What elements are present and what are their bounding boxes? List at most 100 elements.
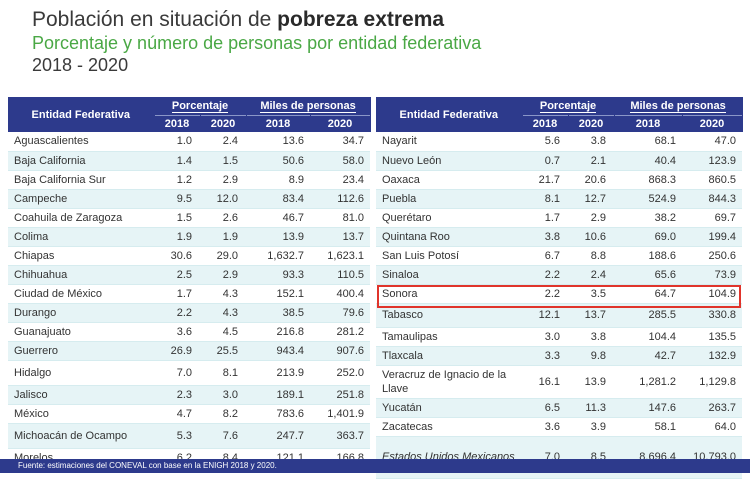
- cell-entity: Sonora: [376, 284, 522, 304]
- cell-miles-2020: 47.0: [682, 132, 742, 152]
- cell-miles-2020: 363.7: [310, 423, 370, 449]
- cell-entity: Nayarit: [376, 132, 522, 152]
- table-row: Chiapas 30.6 29.0 1,632.7 1,623.1: [8, 246, 370, 266]
- cell-miles-2020: 281.2: [310, 322, 370, 342]
- cell-miles-2020: 199.4: [682, 227, 742, 247]
- cell-miles-2018: 46.7: [246, 208, 310, 228]
- cell-pct-2018: 2.2: [154, 303, 200, 323]
- cell-miles-2020: 907.6: [310, 341, 370, 361]
- cell-miles-2020: 252.0: [310, 360, 370, 386]
- cell-miles-2018: 285.5: [614, 303, 682, 328]
- header-2020: 2020: [568, 115, 615, 132]
- cell-pct-2018: 5.6: [522, 132, 568, 152]
- cell-entity: Yucatán: [376, 398, 522, 418]
- cell-miles-2020: 104.9: [682, 284, 742, 304]
- header-entity: Entidad Federativa: [8, 97, 155, 132]
- cell-pct-2020: 1.5: [200, 151, 246, 171]
- cell-pct-2018: 1.7: [522, 208, 568, 228]
- table-row: Quintana Roo 3.8 10.6 69.0 199.4: [376, 227, 742, 247]
- header-2018: 2018: [614, 115, 683, 132]
- cell-miles-2018: 50.6: [246, 151, 310, 171]
- cell-pct-2018: 3.8: [522, 227, 568, 247]
- cell-miles-2018: 65.6: [614, 265, 682, 285]
- cell-pct-2018: 6.7: [522, 246, 568, 266]
- cell-miles-2018: 943.4: [246, 341, 310, 361]
- cell-entity: Hidalgo: [8, 360, 154, 386]
- cell-miles-2018: 38.2: [614, 208, 682, 228]
- cell-miles-2020: 112.6: [310, 189, 370, 209]
- cell-entity: Chihuahua: [8, 265, 154, 285]
- cell-miles-2020: 13.7: [310, 227, 370, 247]
- header-2018: 2018: [154, 115, 201, 132]
- cell-pct-2018: 2.2: [522, 265, 568, 285]
- cell-miles-2018: 216.8: [246, 322, 310, 342]
- cell-pct-2020: 13.9: [568, 365, 614, 399]
- cell-pct-2020: 12.7: [568, 189, 614, 209]
- cell-pct-2018: 0.7: [522, 151, 568, 171]
- cell-miles-2020: 1,129.8: [682, 365, 742, 399]
- table-row: Oaxaca 21.7 20.6 868.3 860.5: [376, 170, 742, 190]
- cell-pct-2020: 2.9: [200, 170, 246, 190]
- cell-miles-2018: 42.7: [614, 346, 682, 366]
- cell-pct-2020: 9.8: [568, 346, 614, 366]
- header-2020: 2020: [200, 115, 247, 132]
- cell-entity: Guanajuato: [8, 322, 154, 342]
- cell-entity: San Luis Potosí: [376, 246, 522, 266]
- cell-pct-2018: 1.0: [154, 132, 200, 152]
- cell-pct-2018: 7.0: [154, 360, 200, 386]
- header-miles: Miles de personas: [614, 97, 743, 116]
- cell-entity: Jalisco: [8, 385, 154, 405]
- cell-entity: Tabasco: [376, 303, 522, 328]
- cell-miles-2020: 64.0: [682, 417, 742, 437]
- cell-miles-2020: 132.9: [682, 346, 742, 366]
- table-row: Guanajuato 3.6 4.5 216.8 281.2: [8, 322, 370, 342]
- cell-pct-2020: 1.9: [200, 227, 246, 247]
- cell-pct-2020: 3.9: [568, 417, 614, 437]
- cell-miles-2018: 189.1: [246, 385, 310, 405]
- cell-pct-2020: 3.8: [568, 132, 614, 152]
- cell-pct-2018: 3.3: [522, 346, 568, 366]
- cell-pct-2018: 26.9: [154, 341, 200, 361]
- cell-pct-2020: 7.6: [200, 423, 246, 449]
- cell-entity: Coahuila de Zaragoza: [8, 208, 154, 228]
- cell-pct-2018: 1.9: [154, 227, 200, 247]
- cell-pct-2018: 8.1: [522, 189, 568, 209]
- cell-entity: Puebla: [376, 189, 522, 209]
- cell-entity: México: [8, 404, 154, 424]
- cell-miles-2020: 860.5: [682, 170, 742, 190]
- cell-pct-2020: 25.5: [200, 341, 246, 361]
- table-row: Sinaloa 2.2 2.4 65.6 73.9: [376, 265, 742, 285]
- table-row: Veracruz de Ignacio de la Llave 16.1 13.9 1…: [376, 365, 742, 399]
- page-subtitle: Porcentaje y número de personas por enti…: [32, 33, 482, 53]
- cell-miles-2018: 13.9: [246, 227, 310, 247]
- cell-entity: Colima: [8, 227, 154, 247]
- cell-pct-2020: 12.0: [200, 189, 246, 209]
- cell-miles-2018: 64.7: [614, 284, 682, 304]
- cell-miles-2020: 58.0: [310, 151, 370, 171]
- cell-miles-2018: 524.9: [614, 189, 682, 209]
- cell-pct-2020: 2.4: [568, 265, 614, 285]
- cell-pct-2018: 1.4: [154, 151, 200, 171]
- cell-pct-2018: 30.6: [154, 246, 200, 266]
- cell-miles-2020: 1,623.1: [310, 246, 370, 266]
- header-2018: 2018: [246, 115, 311, 132]
- cell-miles-2018: 152.1: [246, 284, 310, 304]
- cell-miles-2020: 110.5: [310, 265, 370, 285]
- table-row: Guerrero 26.9 25.5 943.4 907.6: [8, 341, 370, 361]
- cell-pct-2020: 3.0: [200, 385, 246, 405]
- table-row: Hidalgo 7.0 8.1 213.9 252.0: [8, 360, 370, 386]
- cell-pct-2018: 3.0: [522, 327, 568, 347]
- cell-entity: Chiapas: [8, 246, 154, 266]
- cell-pct-2018: 5.3: [154, 423, 200, 449]
- cell-miles-2020: 1,401.9: [310, 404, 370, 424]
- table-row: Puebla 8.1 12.7 524.9 844.3: [376, 189, 742, 209]
- header-2018: 2018: [522, 115, 569, 132]
- cell-miles-2018: 1,632.7: [246, 246, 310, 266]
- cell-entity: Tlaxcala: [376, 346, 522, 366]
- cell-pct-2020: 2.6: [200, 208, 246, 228]
- cell-pct-2020: 2.1: [568, 151, 614, 171]
- cell-entity: Zacatecas: [376, 417, 522, 437]
- header-miles: Miles de personas: [246, 97, 371, 116]
- table-row: Baja California 1.4 1.5 50.6 58.0: [8, 151, 370, 171]
- table-row: Durango 2.2 4.3 38.5 79.6: [8, 303, 370, 323]
